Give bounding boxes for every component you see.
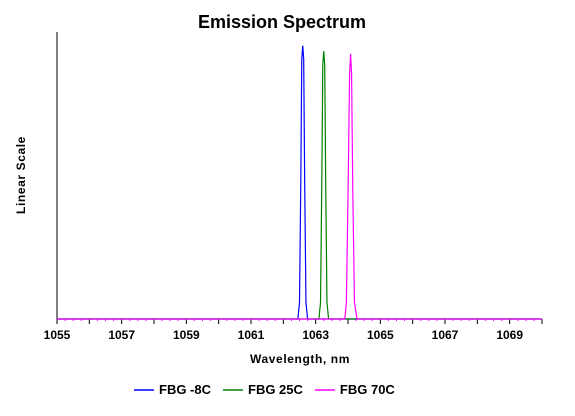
series-line-1 — [57, 51, 542, 320]
x-ticks — [56, 319, 543, 324]
x-tick-label-3: 1061 — [238, 328, 265, 342]
x-tick-label-6: 1067 — [432, 328, 459, 342]
x-tick-label-0: 1055 — [44, 328, 71, 342]
series-lines — [57, 45, 542, 320]
legend: FBG -8C FBG 25C FBG 70C — [134, 382, 395, 397]
legend-label-1: FBG 25C — [248, 382, 304, 397]
x-tick-label-4: 1063 — [302, 328, 329, 342]
legend-label-2: FBG 70C — [340, 382, 396, 397]
x-tick-label-2: 1059 — [173, 328, 200, 342]
series-line-0 — [57, 45, 542, 320]
x-tick-label-1: 1057 — [108, 328, 135, 342]
y-axis-label: Linear Scale — [14, 136, 28, 214]
x-tick-labels: 1055 1057 1059 1061 1063 1065 1067 1069 — [44, 328, 524, 342]
x-tick-label-5: 1065 — [367, 328, 394, 342]
x-axis-label: Wavelength, nm — [250, 352, 350, 366]
x-tick-label-7: 1069 — [496, 328, 523, 342]
chart-title: Emission Spectrum — [198, 12, 366, 32]
series-line-2 — [57, 53, 542, 320]
legend-label-0: FBG -8C — [159, 382, 212, 397]
